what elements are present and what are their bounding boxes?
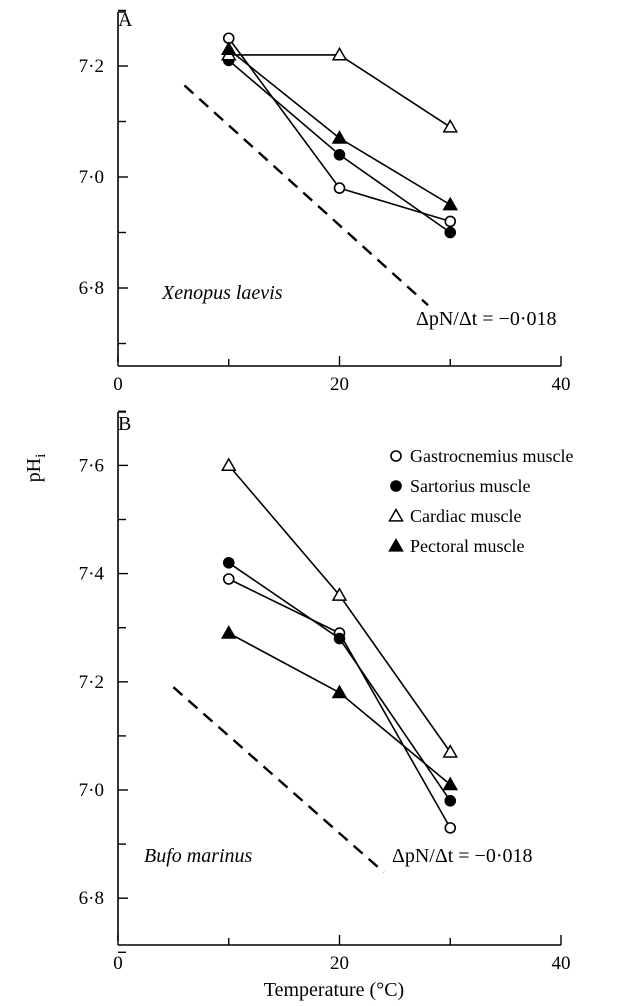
x-tick-label: 0 [113,953,123,974]
slope-annotation: ΔpN/Δt = −0·018 [392,845,533,867]
data-point [222,556,235,569]
data-point [333,632,346,645]
y-tick-label: 7·0 [79,167,104,188]
data-point [442,744,459,758]
data-point [442,196,459,211]
legend-marker [388,507,404,522]
slope-annotation: ΔpN/Δt = −0·018 [416,308,557,330]
y-tick-label: 6·8 [79,278,104,299]
series-line [228,578,451,829]
y-axis-label: pHi [23,454,49,483]
series-line [228,48,451,206]
y-tick-label: 6·8 [79,888,104,909]
data-point [331,587,348,601]
data-point [220,41,237,55]
series-line [228,37,451,223]
x-tick-label: 40 [552,374,571,395]
legend-marker [390,480,402,492]
legend-marker [388,537,404,552]
panel-a: 7·2 7·0 6·8 0 20 40 A Xenopus laevis ΔpN/Δt = −0… [79,9,571,395]
panel-letter: B [118,413,131,435]
data-point [444,822,457,834]
legend-marker [390,450,402,462]
y-tick-label: 7·0 [79,780,104,801]
legend-entry: Gastrocnemius muscle [410,446,573,466]
series-line [228,632,451,786]
data-point [333,149,346,161]
series-line [228,59,451,234]
species-label: Bufo marinus [144,845,253,867]
data-point [442,119,459,133]
y-tick-label: 7·4 [79,564,105,585]
y-tick-label: 7·2 [79,672,104,693]
panel-letter: A [118,9,133,31]
legend-entry: Sartorius muscle [410,476,530,496]
data-point [331,684,348,699]
data-point [444,226,457,239]
shared-labels: pHi Temperature (°C) [23,454,404,1001]
species-label: Xenopus laevis [161,282,283,304]
x-axis-label: Temperature (°C) [264,979,404,1001]
panel-b: 7·6 7·4 7·2 7·0 6·8 0 20 40 B Bufo marinus ΔpN/Δt … [79,410,573,974]
reference-line [183,84,429,307]
legend-entry: Pectoral muscle [410,536,524,556]
x-tick-label: 20 [330,953,349,974]
data-point [331,130,348,144]
series-line [228,54,451,128]
legend: Gastrocnemius muscle Sartorius muscle Card… [388,446,573,556]
x-tick-label: 20 [330,374,349,395]
data-point [444,795,457,807]
data-point [444,215,457,228]
legend-entry: Cardiac muscle [410,506,521,526]
data-point [333,182,346,194]
x-tick-label: 40 [552,953,571,974]
data-point [331,46,348,61]
y-axis-label-subscript: i [33,454,49,458]
data-point [220,625,237,639]
data-point [222,573,235,585]
data-point [442,776,459,791]
reference-line [172,686,385,874]
x-tick-label: 0 [113,374,123,395]
y-tick-label: 7·6 [79,455,104,476]
y-tick-label: 7·2 [79,56,104,77]
data-point [220,457,237,472]
y-axis-label-main: pH [23,458,45,482]
